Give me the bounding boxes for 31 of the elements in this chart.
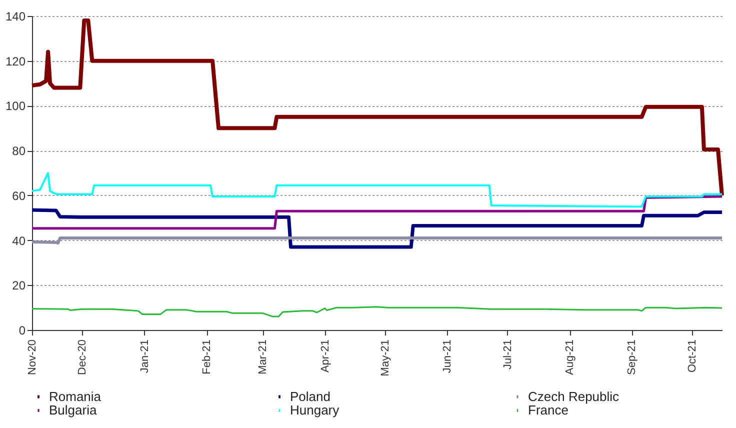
x-tick-label: Nov-20: [26, 340, 38, 375]
x-tick-label: May-21: [380, 340, 392, 376]
legend-label: Bulgaria: [49, 402, 98, 418]
legend-label: Poland: [290, 388, 330, 404]
x-tick-label: Sep-21: [626, 340, 638, 375]
y-tick-label: 100: [5, 99, 26, 114]
x-tick-label: Jun-21: [442, 340, 454, 374]
y-tick-label: 120: [5, 54, 26, 68]
line-series: [30, 208, 724, 249]
line-series: [30, 18, 724, 198]
line-series: [30, 195, 724, 230]
legend-label: Czech Republic: [528, 388, 620, 404]
line-series: [31, 306, 723, 318]
line-series: [31, 172, 723, 208]
x-tick-label: Jul-21: [502, 340, 514, 370]
y-tick-label: 20: [12, 278, 26, 293]
y-tick-label: 60: [12, 188, 26, 203]
y-tick-label: 80: [12, 144, 26, 158]
y-tick-label: 0: [18, 324, 26, 338]
x-tick-label: Oct-21: [686, 340, 698, 373]
legend-label: France: [528, 402, 568, 418]
y-tick-label: 140: [5, 10, 26, 24]
legend-label: Romania: [49, 388, 102, 404]
y-tick-label: 40: [12, 234, 26, 248]
legend-label: Hungary: [290, 402, 340, 418]
x-tick-label: Aug-21: [564, 340, 576, 375]
x-tick-label: Dec-20: [76, 340, 89, 375]
x-tick-label: Feb-21: [201, 340, 214, 374]
x-tick-label: Mar-21: [257, 340, 270, 374]
x-tick-label: Apr-21: [319, 340, 332, 373]
x-tick-label: Jan-21: [138, 340, 151, 374]
